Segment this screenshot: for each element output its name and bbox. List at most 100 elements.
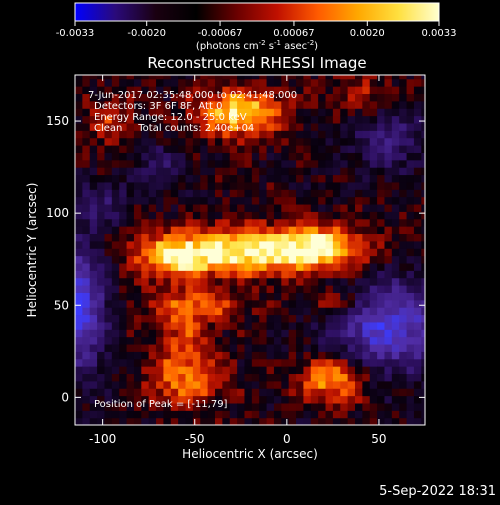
heatmap-cell — [384, 343, 393, 352]
heatmap-cell — [347, 395, 356, 404]
heatmap-cell — [89, 93, 98, 102]
heatmap-cell — [362, 145, 371, 153]
heatmap-cell — [192, 292, 201, 301]
heatmap-cell — [399, 255, 408, 264]
heatmap-cell — [200, 351, 209, 360]
heatmap-cell — [399, 277, 408, 286]
heatmap-cell — [325, 373, 334, 382]
heatmap-cell — [170, 152, 179, 161]
heatmap-cell — [163, 270, 172, 279]
heatmap-cell — [406, 130, 415, 139]
heatmap-cell — [251, 189, 260, 198]
heatmap-cell — [340, 248, 349, 257]
heatmap-cell — [126, 196, 135, 205]
heatmap-cell — [192, 196, 201, 205]
heatmap-cell — [215, 395, 223, 404]
heatmap-cell — [259, 75, 268, 80]
heatmap-cell — [229, 181, 238, 190]
heatmap-cell — [362, 395, 371, 404]
heatmap-cell — [399, 130, 408, 139]
heatmap-cell — [178, 226, 187, 235]
heatmap-cell — [251, 270, 260, 279]
heatmap-cell — [207, 299, 216, 308]
heatmap-cell — [303, 181, 312, 190]
heatmap-cell — [185, 262, 194, 271]
heatmap-cell — [369, 196, 378, 205]
heatmap-cell — [296, 351, 305, 360]
heatmap-cell — [325, 203, 334, 212]
x-axis-label: Heliocentric X (arcsec) — [182, 447, 318, 461]
heatmap-cell — [89, 167, 98, 176]
heatmap-cell — [89, 181, 98, 190]
heatmap-cell — [340, 75, 349, 80]
x-tick-label: 50 — [371, 432, 386, 446]
heatmap-cell — [303, 108, 312, 117]
heatmap-cell — [318, 417, 327, 425]
heatmap-cell — [156, 240, 165, 249]
heatmap-cell — [421, 262, 425, 271]
heatmap-cell — [163, 388, 172, 397]
heatmap-cell — [215, 373, 223, 382]
heatmap-cell — [318, 270, 327, 279]
heatmap-cell — [303, 189, 312, 198]
heatmap-cell — [156, 211, 165, 220]
heatmap-cell — [281, 152, 290, 161]
heatmap-cell — [266, 196, 275, 205]
heatmap-cell — [185, 159, 194, 168]
heatmap-cell — [369, 366, 378, 375]
heatmap-cell — [178, 299, 187, 308]
heatmap-cell — [97, 270, 106, 279]
heatmap-cell — [178, 93, 187, 102]
heatmap-cell — [391, 181, 400, 190]
heatmap-cell — [377, 122, 386, 131]
heatmap-cell — [170, 189, 179, 198]
heatmap-cell — [413, 285, 422, 293]
heatmap-cell — [362, 262, 371, 271]
heatmap-cell — [288, 292, 297, 301]
heatmap-cell — [399, 329, 408, 338]
heatmap-cell — [237, 122, 246, 131]
heatmap-cell — [303, 410, 312, 419]
heatmap-cell — [75, 100, 83, 109]
heatmap-cell — [325, 181, 334, 190]
heatmap-cell — [318, 174, 327, 183]
heatmap-cell — [237, 373, 246, 382]
heatmap-cell — [215, 336, 223, 345]
heatmap-cell — [178, 130, 187, 139]
heatmap-cell — [251, 307, 260, 316]
heatmap-cell — [141, 100, 150, 109]
heatmap-cell — [222, 189, 231, 198]
heatmap-cell — [200, 262, 209, 271]
heatmap-cell — [170, 86, 179, 95]
heatmap-cell — [111, 196, 120, 205]
heatmap-cell — [369, 248, 378, 257]
heatmap-cell — [318, 167, 327, 176]
heatmap-cell — [119, 174, 128, 183]
heatmap-cell — [111, 395, 120, 404]
heatmap-cell — [296, 130, 305, 139]
heatmap-cell — [126, 86, 135, 95]
heatmap-cell — [119, 115, 128, 124]
heatmap-cell — [75, 152, 83, 161]
heatmap-cell — [421, 78, 425, 87]
heatmap-cell — [222, 152, 231, 161]
heatmap-cell — [377, 211, 386, 220]
heatmap-cell — [215, 380, 223, 389]
heatmap-cell — [207, 262, 216, 271]
heatmap-cell — [178, 380, 187, 389]
heatmap-cell — [384, 137, 393, 146]
heatmap-cell — [347, 211, 356, 220]
heatmap-cell — [111, 358, 120, 367]
heatmap-cell — [259, 174, 268, 183]
heatmap-cell — [355, 388, 363, 397]
heatmap-cell — [281, 218, 290, 227]
heatmap-cell — [303, 86, 312, 95]
heatmap-cell — [111, 115, 120, 124]
heatmap-cell — [318, 152, 327, 161]
heatmap-cell — [200, 122, 209, 131]
heatmap-cell — [332, 329, 341, 338]
heatmap-cell — [384, 100, 393, 109]
heatmap-cell — [325, 159, 334, 168]
heatmap-cell — [229, 299, 238, 308]
heatmap-cell — [318, 321, 327, 330]
